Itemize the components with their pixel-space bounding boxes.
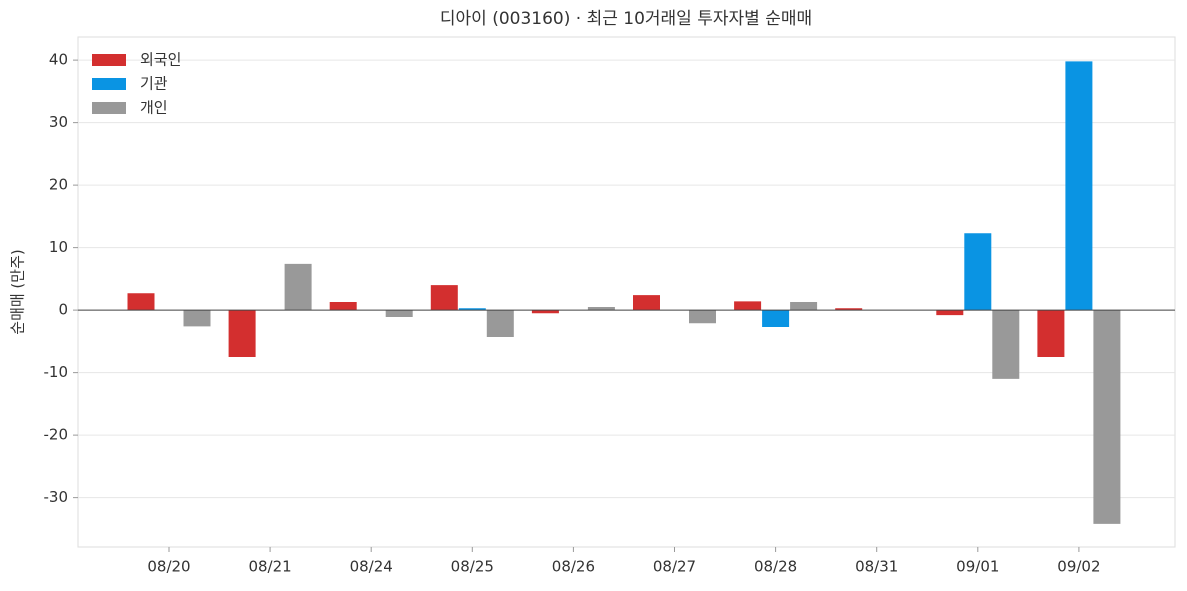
y-tick-label: 30	[49, 113, 68, 131]
y-tick-label: -10	[44, 363, 69, 381]
bar	[183, 310, 211, 327]
bar	[329, 302, 357, 311]
x-tick-label: 09/02	[1057, 558, 1100, 576]
chart-title: 디아이 (003160) · 최근 10거래일 투자자별 순매매	[440, 9, 812, 29]
y-tick-label: -20	[44, 426, 69, 444]
legend-label: 외국인	[140, 51, 181, 69]
legend-swatch	[92, 78, 126, 90]
bar	[936, 310, 964, 316]
y-axis-label: 순매매 (만주)	[9, 249, 27, 334]
y-tick-label: 0	[58, 301, 68, 319]
bar	[1037, 310, 1065, 357]
bar	[486, 310, 514, 337]
x-tick-label: 08/24	[350, 558, 393, 576]
bar	[531, 310, 559, 314]
x-tick-label: 08/27	[653, 558, 696, 576]
bar	[458, 308, 486, 311]
legend-swatch	[92, 102, 126, 114]
bar	[964, 233, 992, 311]
bar	[835, 308, 863, 311]
x-tick-label: 08/26	[552, 558, 595, 576]
bar	[790, 302, 818, 311]
x-tick-label: 08/31	[855, 558, 898, 576]
y-tick-label: -30	[44, 488, 69, 506]
x-tick-label: 08/20	[147, 558, 190, 576]
y-tick-label: 20	[49, 176, 68, 194]
bar	[587, 307, 615, 311]
bar	[762, 310, 790, 327]
bar	[1065, 61, 1093, 311]
x-tick-label: 09/01	[956, 558, 999, 576]
bar	[430, 285, 458, 311]
bar	[992, 310, 1020, 379]
bar	[1093, 310, 1121, 524]
bar	[689, 310, 716, 324]
bar	[633, 295, 660, 311]
x-tick-label: 08/25	[451, 558, 494, 576]
y-tick-label: 40	[49, 51, 68, 69]
bar	[127, 293, 155, 311]
x-tick-label: 08/28	[754, 558, 797, 576]
legend-label: 기관	[140, 75, 168, 93]
plot-area	[77, 36, 1176, 548]
legend-label: 개인	[140, 99, 168, 117]
x-tick-label: 08/21	[248, 558, 291, 576]
y-tick-label: 10	[49, 238, 68, 256]
bar	[734, 301, 762, 311]
bar	[284, 263, 312, 311]
bar	[385, 310, 413, 317]
legend-swatch	[92, 54, 126, 66]
bar	[228, 310, 256, 357]
